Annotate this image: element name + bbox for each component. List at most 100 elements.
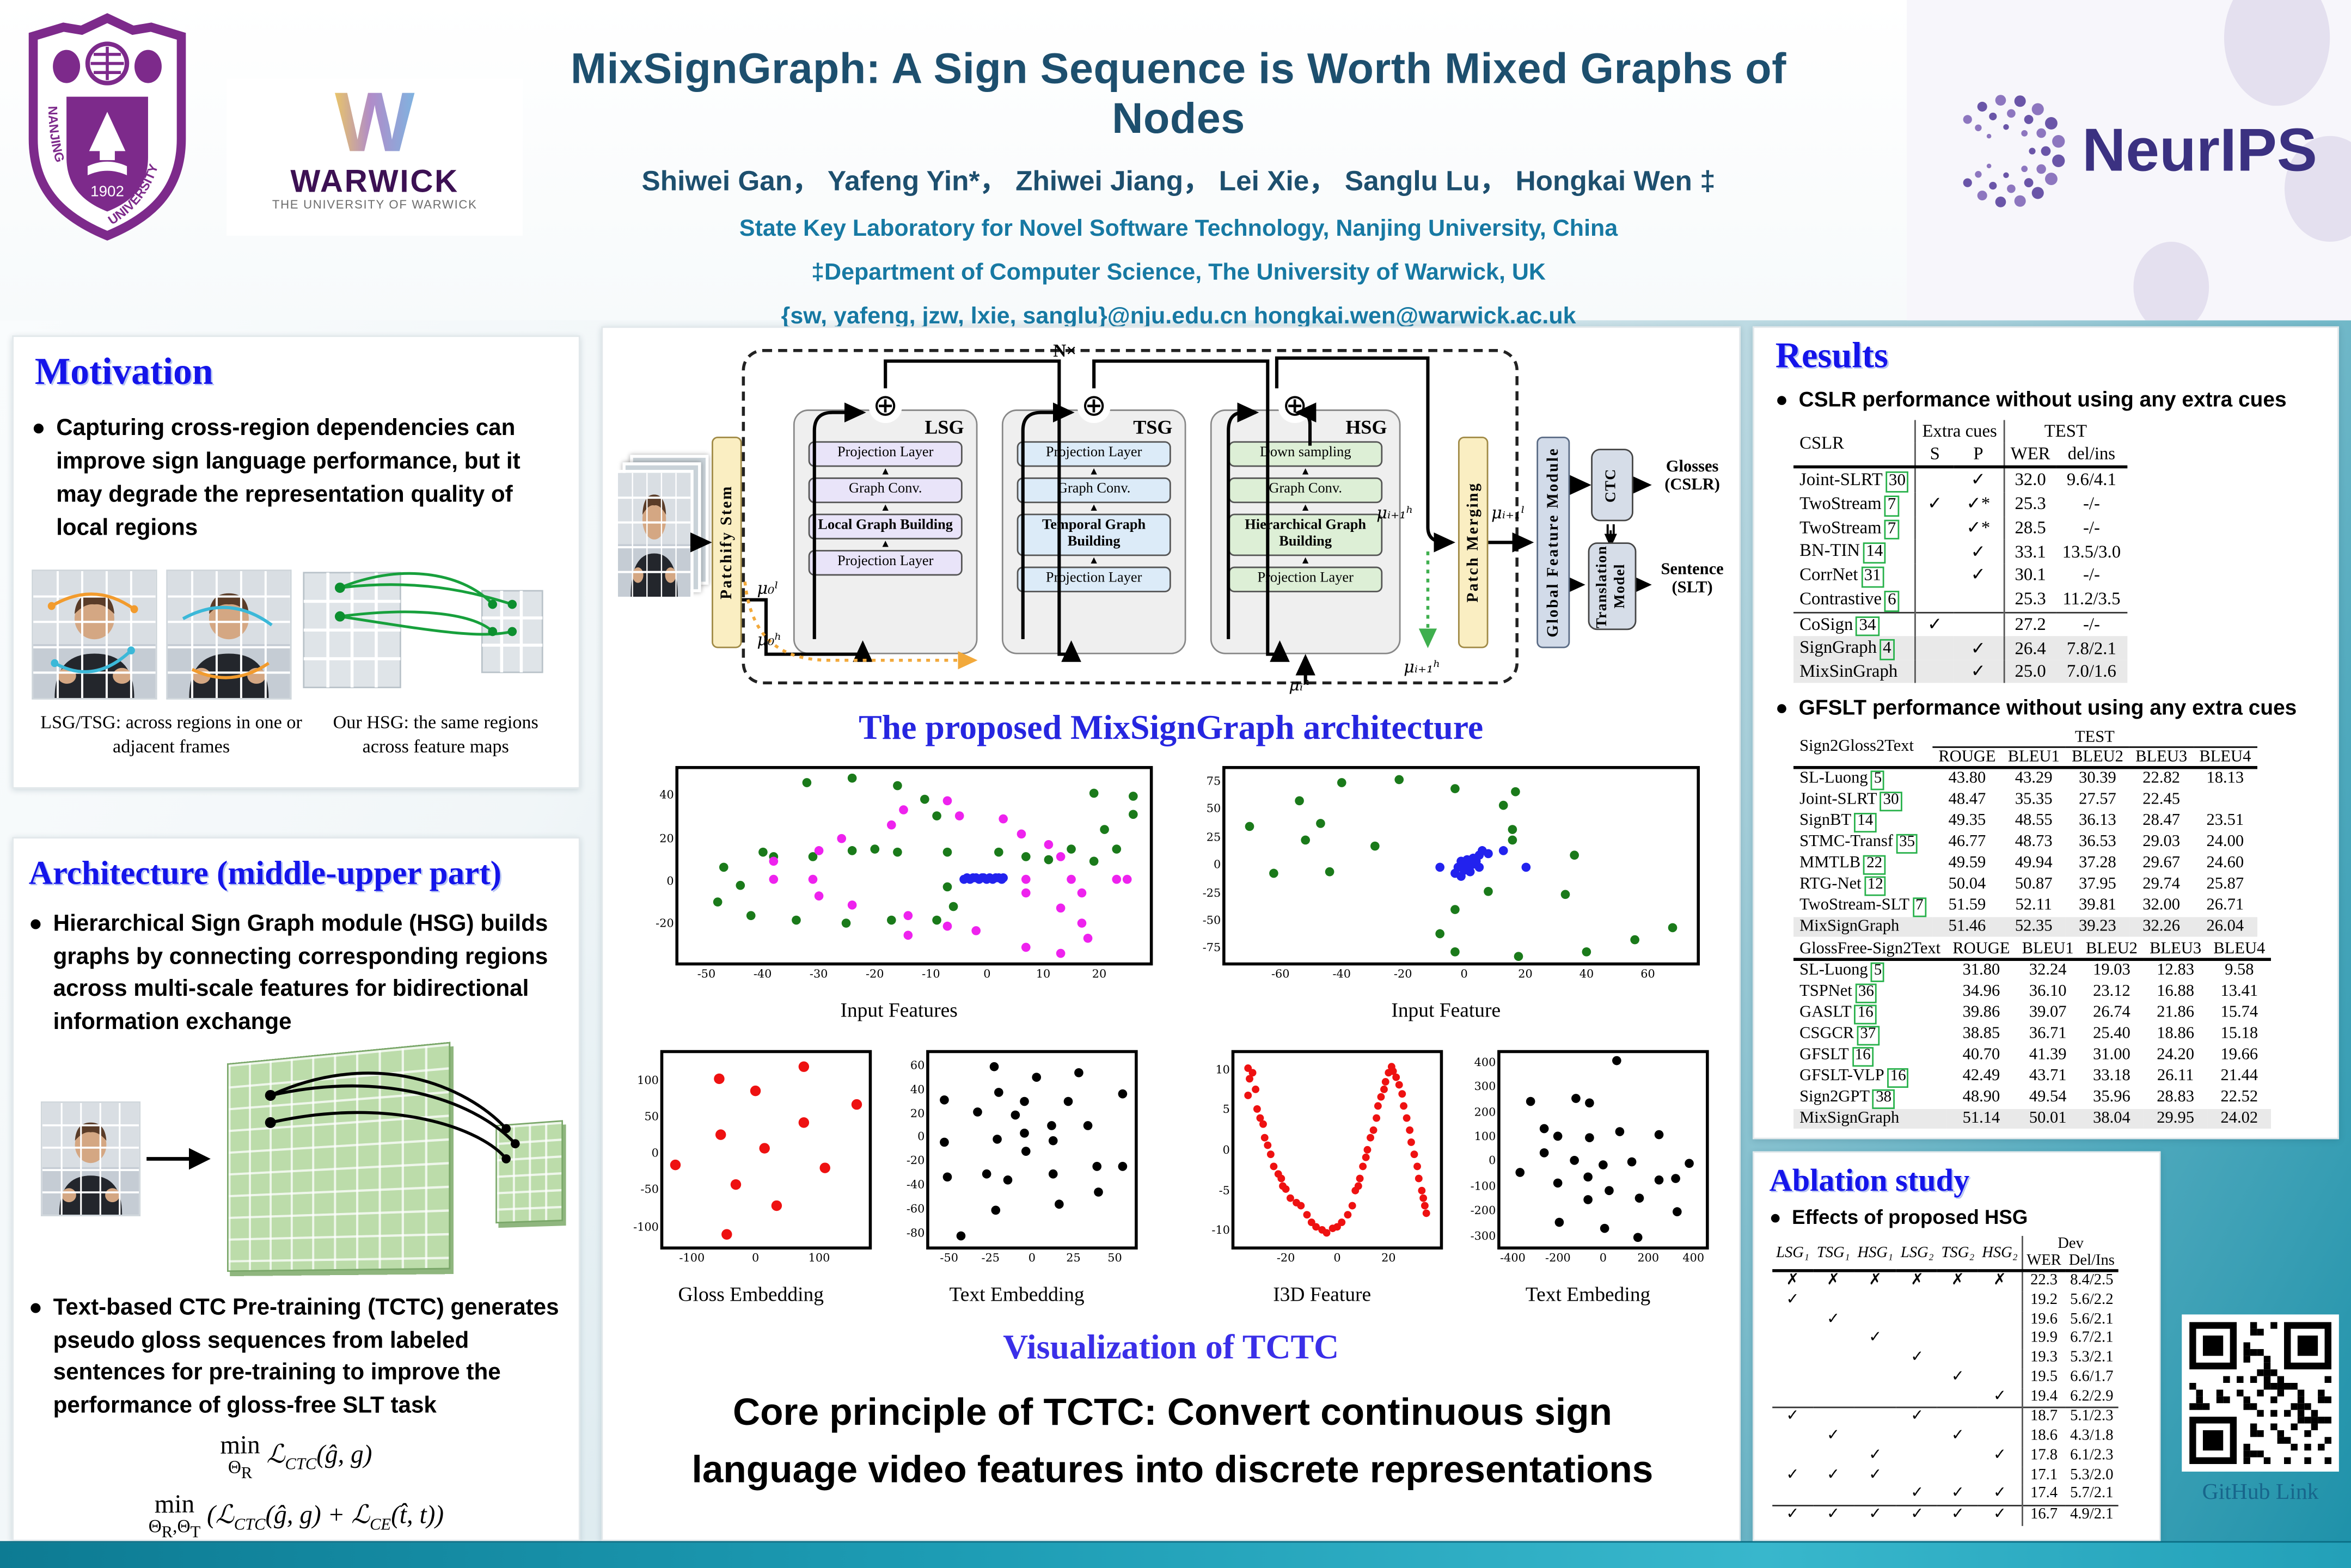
citation-ref[interactable]: 38 — [1872, 1089, 1895, 1109]
wer-cell: 19.6 — [2021, 1310, 2065, 1330]
citation-ref[interactable]: 22 — [1863, 855, 1885, 875]
table-row: ✓ ✓ ✓ 17.1 5.3/2.0 — [1772, 1466, 2119, 1486]
table-cell: 24.20 — [2157, 1045, 2194, 1064]
empty-cell — [1772, 1428, 1813, 1447]
citation-ref[interactable]: 5 — [1871, 962, 1885, 982]
table-cell: 37.28 — [2079, 854, 2116, 872]
check-mark: ✓ — [1911, 1486, 1924, 1503]
signer-image — [40, 1101, 141, 1217]
axis-tick-label: 0 — [1222, 1143, 1230, 1157]
citation-ref[interactable]: 35 — [1896, 834, 1918, 854]
citation-ref[interactable]: 7 — [1884, 495, 1899, 516]
scatter-point — [1077, 919, 1087, 928]
check-mark: ✓ — [1827, 1310, 1840, 1328]
table-cell: 38.04 — [2093, 1108, 2130, 1127]
table-cell: 31.00 — [2093, 1045, 2130, 1064]
scatter-point — [1554, 1217, 1564, 1227]
scatter-point — [1055, 949, 1065, 959]
tsne-plots-row-1: -50 -40 -30 -20 -10 0 10 20 -20 0 20 40 Input Featu… — [633, 760, 1712, 1038]
citation-ref[interactable]: 4 — [1879, 639, 1895, 660]
scatter-point — [1089, 856, 1099, 866]
empty-cell — [1938, 1388, 1979, 1408]
table-body: SL-Luong 5 31.80 32.24 19.03 12.83 9.58 TSPNet 3… — [1793, 959, 2272, 1129]
header-text-block: MixSignGraph: A Sign Sequence is Worth M… — [529, 45, 1828, 330]
up-arrow-icon: ▲ — [1088, 467, 1099, 477]
middle-card: N× Patchify Stem LSG ⊕ Projection Layer ▲ Gr… — [601, 326, 1741, 1541]
scatter-point — [798, 1061, 809, 1073]
column-header: Del/Ins — [2068, 1252, 2115, 1270]
scatter-point — [1670, 1173, 1680, 1183]
axis-tick-label: 20 — [1518, 967, 1533, 981]
axis-tick-label: 0 — [1333, 1251, 1341, 1265]
empty-cell — [1978, 1349, 2022, 1368]
github-link[interactable]: GitHub Link — [2202, 1480, 2319, 1505]
citation-ref[interactable]: 5 — [1871, 770, 1885, 791]
empty-cell — [1897, 1310, 1938, 1330]
citation-ref[interactable]: 7 — [1884, 519, 1899, 540]
up-arrow-icon: ▲ — [1088, 503, 1099, 514]
scatter-point — [809, 852, 818, 862]
citation-ref[interactable]: 37 — [1857, 1025, 1879, 1045]
scatter-point — [1570, 851, 1579, 861]
tsne-plots-row-2: -100 0 100 -100 -50 0 50 100 Gloss Embedding -5… — [618, 1044, 1727, 1322]
axis-tick-label: -300 — [1470, 1228, 1496, 1242]
architecture-bullet-1-text: Hierarchical Sign Graph module (HSG) bui… — [53, 911, 548, 1035]
table-cell: 28.5 — [2003, 516, 2056, 540]
citation-ref[interactable]: 14 — [1863, 542, 1886, 564]
scatter-point — [769, 856, 779, 866]
citation-ref[interactable]: 14 — [1854, 812, 1876, 832]
scatter-point — [1083, 1121, 1093, 1131]
table-cell — [1914, 540, 1954, 564]
citation-ref[interactable]: 30 — [1885, 471, 1909, 492]
column-header: BLEU4 — [2199, 748, 2251, 766]
citation-ref[interactable]: 34 — [1856, 615, 1879, 637]
axis-tick-label: 200 — [1474, 1104, 1496, 1118]
citation-ref[interactable]: 31 — [1861, 566, 1884, 587]
diagram-box: Projection Layer — [808, 549, 963, 575]
table-cell: 39.23 — [2079, 916, 2116, 935]
table-row: Sign2GPT 38 48.90 49.54 35.96 28.83 22.52 — [1793, 1087, 2271, 1109]
architecture-caption: The proposed MixSignGraph architecture — [859, 708, 1484, 746]
scatter-point — [848, 773, 857, 782]
scatter-point — [1361, 1154, 1369, 1162]
scatter-point — [1521, 863, 1530, 873]
table-cell: ✓* — [1966, 516, 1991, 538]
citation-ref[interactable]: 16 — [1852, 1046, 1874, 1067]
scatter-point — [892, 848, 902, 857]
qr-code[interactable] — [2182, 1314, 2339, 1472]
diagram-connectors — [690, 356, 1652, 685]
table-cell: 43.71 — [2029, 1067, 2067, 1085]
table-cell: 43.80 — [1948, 769, 1986, 788]
citation-ref[interactable]: 12 — [1864, 876, 1887, 896]
citation-ref[interactable]: 30 — [1880, 791, 1902, 811]
citation-ref[interactable]: 7 — [1912, 897, 1927, 917]
column-header: CSLR — [1799, 431, 1845, 453]
mu-i-h-label: μᵢʰ — [1289, 675, 1311, 695]
cslr-bullet: ● CSLR performance without using any ext… — [1776, 387, 2319, 411]
axis-tick-label: 20 — [659, 831, 674, 845]
table-cell: ✓ — [1914, 492, 1954, 516]
axis-tick-label: 0 — [983, 967, 991, 981]
motivation-card: Motivation ● Capturing cross-region depe… — [12, 335, 580, 789]
scatter-point — [1421, 1202, 1429, 1210]
table-cell: 26.11 — [2157, 1067, 2194, 1085]
table-cell: 51.59 — [1948, 896, 1986, 915]
citation-ref[interactable]: 36 — [1855, 983, 1877, 1003]
architecture-card: Architecture (middle-upper part) ● Hiera… — [12, 837, 580, 1541]
table-cell: 25.3 — [2003, 492, 2056, 516]
citation-ref[interactable]: 16 — [1854, 1004, 1877, 1025]
citation-ref[interactable]: 16 — [1887, 1068, 1909, 1088]
axis-tick-label: 10 — [1215, 1062, 1230, 1076]
glosses-text: Glosses — [1666, 457, 1719, 476]
affiliation-2: ‡Department of Computer Science, The Uni… — [811, 260, 1546, 286]
scatter-point — [1128, 810, 1138, 819]
table-cell: 28.47 — [2142, 812, 2180, 830]
sum-icon: ⊕ — [1077, 389, 1111, 424]
scatter-point — [1269, 1162, 1277, 1170]
table-cell: 19.66 — [2220, 1045, 2258, 1064]
axis-tick-label: -30 — [809, 967, 828, 981]
axis-tick-label: -20 — [866, 967, 884, 981]
citation-ref[interactable]: 6 — [1884, 590, 1900, 611]
table-row: CSGCR 37 38.85 36.71 25.40 18.86 15.18 — [1793, 1024, 2271, 1045]
scatter-point — [1047, 1121, 1057, 1131]
